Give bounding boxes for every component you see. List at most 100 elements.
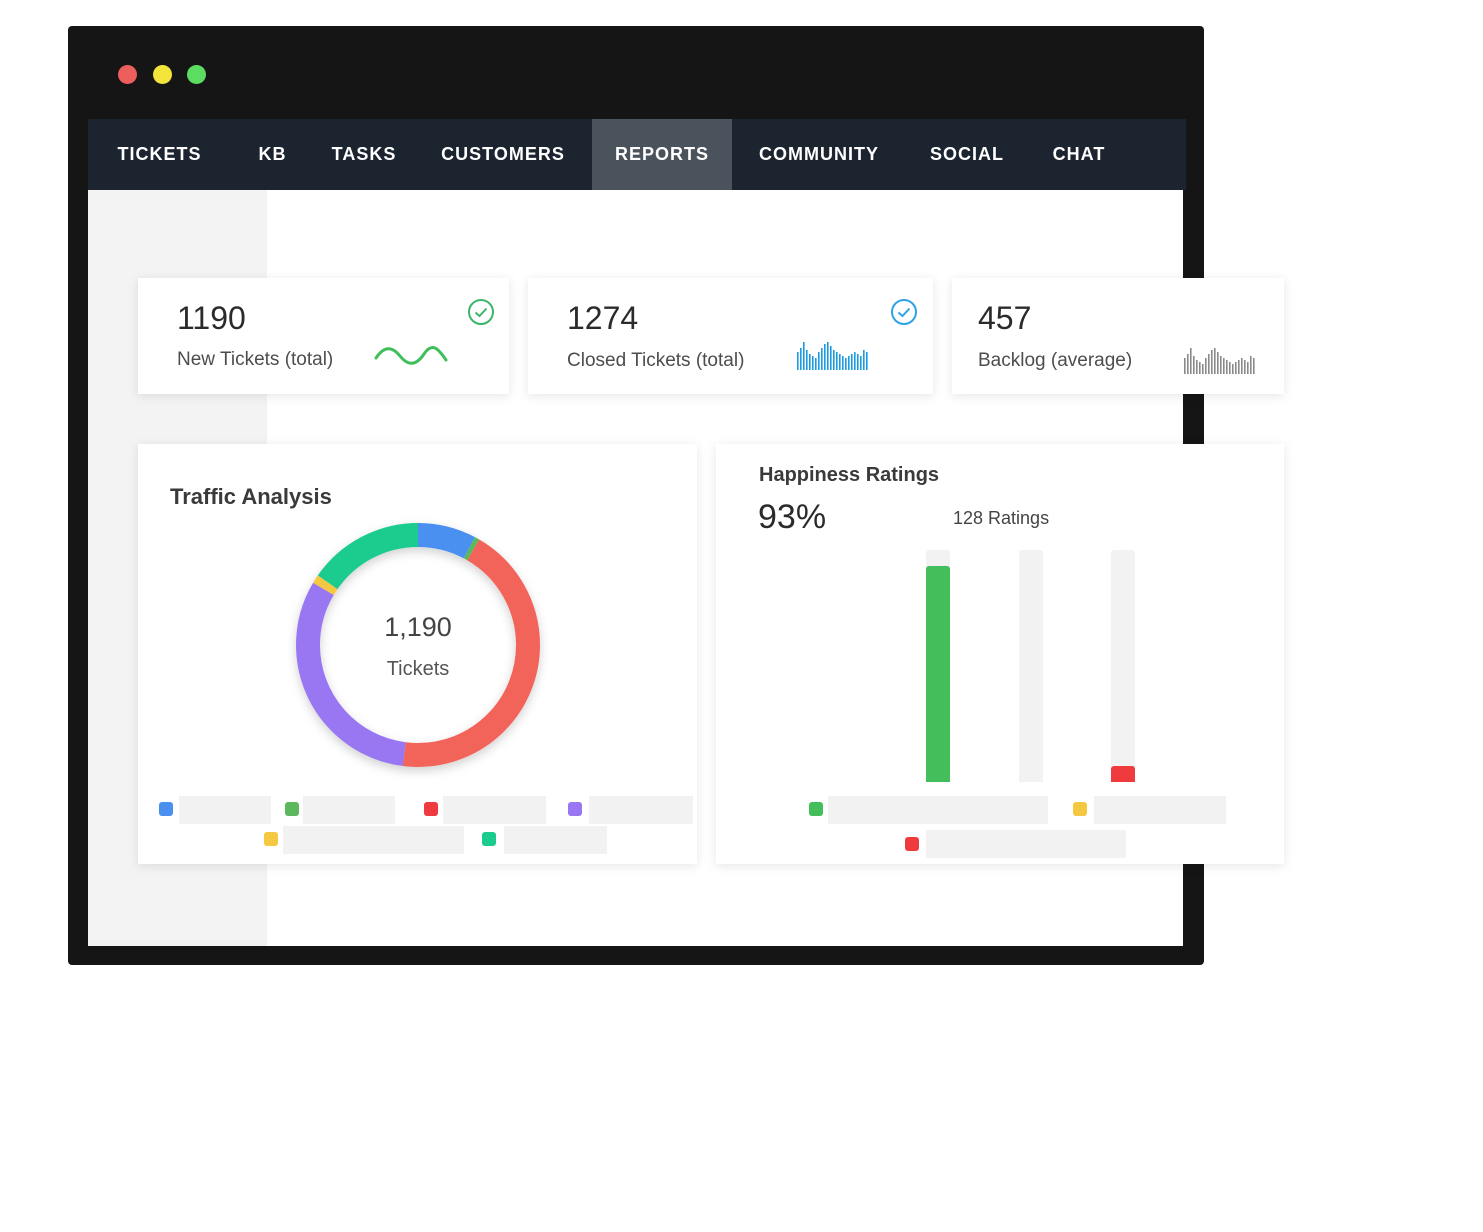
stat-label: New Tickets (total) <box>177 349 334 370</box>
sparkline-bar <box>836 352 838 370</box>
sparkline-bar <box>1187 354 1189 374</box>
sparkline-bar <box>800 348 802 370</box>
legend-swatch-teal <box>482 832 496 846</box>
sparkline-bar <box>1184 358 1186 374</box>
legend-swatch-red <box>424 802 438 816</box>
stat-value: 457 <box>978 300 1032 336</box>
donut-segment-purple <box>296 523 540 767</box>
window-minimize-button[interactable] <box>153 65 172 84</box>
legend-placeholder <box>504 826 607 854</box>
legend-placeholder <box>283 826 464 854</box>
sparkline-bar <box>1229 362 1231 374</box>
sparkline-bar <box>818 352 820 370</box>
sparkline-bar <box>1247 362 1249 374</box>
stat-label: Backlog (average) <box>978 350 1133 371</box>
nav-tab-customers[interactable]: CUSTOMERS <box>441 144 565 164</box>
legend-placeholder <box>589 796 693 824</box>
sparkline-bar <box>809 354 811 370</box>
legend-swatch-blue <box>159 802 173 816</box>
check-circle-icon <box>468 299 494 325</box>
sparkline-bar <box>797 352 799 370</box>
sparkline-bar <box>839 354 841 370</box>
happiness-ratings-panel: Happiness Ratings 93% 128 Ratings <box>716 444 1284 864</box>
sparkline-bar <box>854 352 856 370</box>
legend-swatch-green <box>285 802 299 816</box>
window-close-button[interactable] <box>118 65 137 84</box>
sparkline-bar <box>1196 360 1198 374</box>
legend-swatch-yellow <box>1073 802 1087 816</box>
sparkline-bar <box>833 350 835 370</box>
donut-segment-teal <box>296 523 540 767</box>
sparkline-bar <box>815 358 817 370</box>
sparkline-bar <box>866 352 868 370</box>
sparkline-bar <box>827 342 829 370</box>
panel-title: Traffic Analysis <box>170 484 332 509</box>
sparkline-bar <box>1199 362 1201 374</box>
sparkline-bar <box>860 356 862 370</box>
sparkline-wave <box>374 345 448 365</box>
ratings-count: 128 Ratings <box>953 508 1050 528</box>
rating-bar-fill[interactable] <box>1111 766 1135 782</box>
sparkline-bar <box>1208 354 1210 374</box>
stat-card-closed-tickets[interactable]: 1274 Closed Tickets (total) <box>528 278 933 394</box>
sparkline-bar <box>812 356 814 370</box>
legend-placeholder <box>303 796 395 824</box>
sparkline-bar <box>821 348 823 370</box>
panel-title: Happiness Ratings <box>759 464 940 486</box>
legend-placeholder <box>1094 796 1226 824</box>
sparkline-bar <box>1190 348 1192 374</box>
sparkline-bar <box>1226 360 1228 374</box>
stat-card-backlog[interactable]: 457 Backlog (average) <box>952 278 1284 394</box>
nav-tab-reports[interactable]: REPORTS <box>592 119 732 190</box>
window-maximize-button[interactable] <box>187 65 206 84</box>
sparkline-bar <box>857 354 859 370</box>
nav-tab-kb[interactable]: KB <box>258 144 287 164</box>
sparkline-bar <box>1250 356 1252 374</box>
sparkline-bar <box>1214 348 1216 374</box>
check-circle-icon <box>891 299 917 325</box>
sparkline-bar <box>1244 360 1246 374</box>
sparkline-bar <box>824 344 826 370</box>
sparkline-bar <box>803 342 805 370</box>
sparkline-bar <box>830 346 832 370</box>
sparkline-bar <box>1202 364 1204 374</box>
sparkline-bars <box>1184 348 1255 374</box>
stat-card-new-tickets[interactable]: 1190 New Tickets (total) <box>138 278 509 394</box>
sparkline-bars <box>797 342 868 370</box>
sparkline-bar <box>1253 358 1255 374</box>
sparkline-bar <box>806 350 808 370</box>
donut-center-value: 1,190 <box>384 612 452 642</box>
rating-bar-track <box>1111 550 1135 782</box>
happiness-percent: 93% <box>758 498 827 536</box>
sparkline-bar <box>1238 360 1240 374</box>
sparkline-bar <box>1235 362 1237 374</box>
sparkline-bar <box>1217 352 1219 374</box>
legend-swatch-red <box>905 837 919 851</box>
legend-swatch-purple <box>568 802 582 816</box>
legend-swatch-yellow <box>264 832 278 846</box>
sparkline-bar <box>1223 358 1225 374</box>
sparkline-bar <box>1232 364 1234 374</box>
rating-bar-fill[interactable] <box>926 566 950 782</box>
traffic-donut-chart[interactable] <box>288 514 548 779</box>
legend-swatch-green <box>809 802 823 816</box>
rating-bar-track <box>1019 550 1043 782</box>
traffic-analysis-panel: Traffic Analysis 1,190 Tickets <box>138 444 697 864</box>
nav-tab-tickets[interactable]: TICKETS <box>117 144 202 164</box>
sparkline-bar <box>1193 356 1195 374</box>
nav-tab-tasks[interactable]: TASKS <box>331 144 397 164</box>
sparkline-bar <box>1205 358 1207 374</box>
sparkline-bar <box>842 356 844 370</box>
sparkline-bar <box>1241 358 1243 374</box>
legend-placeholder <box>443 796 546 824</box>
legend-placeholder <box>179 796 271 824</box>
nav-tab-community[interactable]: COMMUNITY <box>759 144 879 164</box>
stat-value: 1190 <box>177 300 246 336</box>
nav-tab-chat[interactable]: CHAT <box>1052 144 1106 164</box>
nav-tab-social[interactable]: SOCIAL <box>929 144 1004 164</box>
stat-label: Closed Tickets (total) <box>567 350 745 371</box>
donut-center-label: Tickets <box>386 658 450 680</box>
sparkline-bar <box>863 350 865 370</box>
sparkline-bar <box>1211 350 1213 374</box>
sparkline-bar <box>845 358 847 370</box>
